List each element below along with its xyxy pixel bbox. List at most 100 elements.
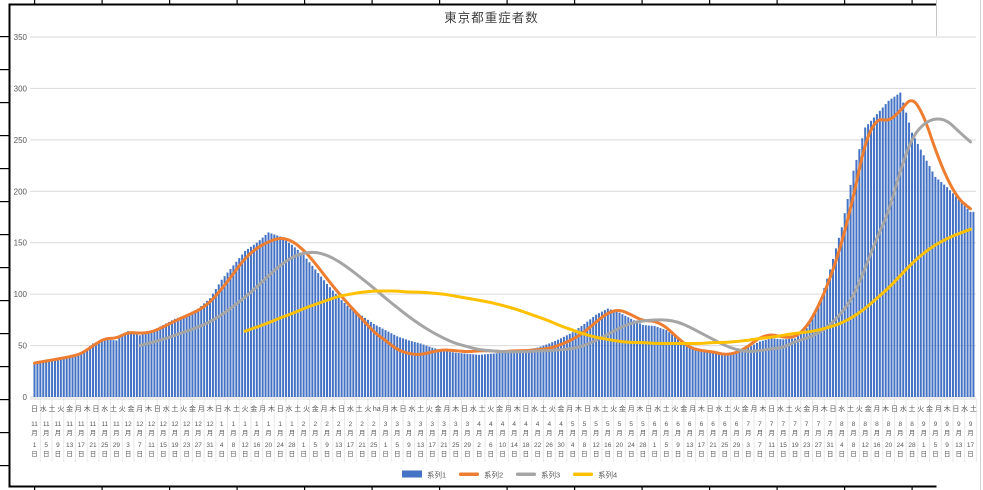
bar (861, 138, 864, 398)
day-number: 22 (534, 442, 542, 449)
month-suffix: 月 (885, 429, 892, 437)
column-tick-top (304, 0, 306, 4)
column-tick-bottom (371, 487, 373, 490)
bar (211, 293, 214, 397)
row-tick-left (0, 36, 9, 38)
month-number: 3 (407, 421, 411, 428)
month-number: 8 (887, 421, 891, 428)
weekday-label: 月 (443, 405, 450, 413)
weekday-label: 水 (163, 404, 170, 413)
weekday-label: 火 (57, 405, 64, 413)
bar (872, 117, 875, 397)
day-suffix: 日 (312, 450, 319, 458)
legend-item-2[interactable]: 系列2 (459, 470, 503, 480)
bar (638, 323, 641, 397)
month-suffix: 月 (698, 429, 705, 437)
weekday-label: 土 (847, 404, 854, 413)
day-suffix: 日 (862, 450, 869, 458)
bar (483, 354, 486, 397)
weekday-label: 土 (479, 404, 486, 413)
weekday-label: 金 (312, 404, 319, 413)
day-suffix: 日 (195, 450, 202, 458)
bar (165, 323, 168, 397)
day-suffix: 日 (523, 450, 530, 458)
bar (764, 339, 767, 397)
weekday-label: 水 (101, 404, 108, 413)
day-number: 4 (220, 442, 224, 449)
day-number: 21 (440, 442, 448, 449)
day-suffix: 日 (230, 450, 237, 458)
bar (624, 315, 627, 397)
weekday-label: 月 (75, 405, 82, 413)
weekday-label: ha (373, 406, 381, 413)
month-number: 1 (290, 421, 294, 428)
bar (150, 331, 153, 397)
day-suffix: 日 (663, 450, 670, 458)
legend-item-1[interactable]: 系列1 (402, 470, 446, 480)
bar (826, 278, 829, 397)
row-tick-left (0, 234, 9, 236)
bar (361, 315, 364, 397)
bar (352, 310, 355, 397)
month-suffix: 月 (101, 429, 108, 437)
bar (741, 350, 744, 397)
bar (369, 321, 372, 397)
bar (460, 353, 463, 397)
legend-item-3[interactable]: 系列3 (516, 470, 560, 480)
column-tick-top (506, 0, 508, 4)
weekday-label: 月 (136, 405, 143, 413)
day-suffix: 日 (722, 450, 729, 458)
day-suffix: 日 (710, 450, 717, 458)
bar (162, 325, 165, 397)
month-number: 1 (255, 421, 259, 428)
day-suffix: 日 (686, 450, 693, 458)
day-suffix: 日 (265, 450, 272, 458)
day-number: 25 (370, 442, 378, 449)
bar (770, 338, 773, 397)
weekday-label: 土 (909, 404, 916, 413)
bar (805, 328, 808, 397)
month-number: 9 (945, 421, 949, 428)
bar (305, 258, 308, 397)
month-suffix: 月 (230, 429, 237, 437)
weekday-label: 火 (733, 405, 740, 413)
bar (870, 120, 873, 397)
month-suffix: 月 (429, 429, 436, 437)
bar (124, 333, 127, 397)
bar (83, 351, 86, 397)
month-suffix: 月 (125, 429, 132, 437)
weekday-label: 土 (356, 404, 363, 413)
day-number: 11 (148, 442, 155, 449)
month-number: 8 (910, 421, 914, 428)
day-suffix: 日 (920, 450, 927, 458)
month-suffix: 月 (78, 429, 85, 437)
weekday-label: 日 (522, 405, 529, 413)
bar (185, 314, 188, 397)
bar (949, 190, 952, 397)
column-tick-top (169, 0, 171, 4)
day-suffix: 日 (417, 450, 424, 458)
bar (247, 248, 250, 397)
bar (302, 255, 305, 397)
bar (843, 213, 846, 397)
weekday-label: 土 (49, 404, 56, 413)
bar (434, 348, 437, 397)
bar (636, 321, 639, 397)
bar (135, 334, 138, 397)
bar (147, 332, 150, 397)
line-series4 (243, 227, 972, 346)
weekday-label: 月 (321, 405, 328, 413)
bar (720, 353, 723, 397)
bar (946, 187, 949, 397)
legend-item-4[interactable]: 系列4 (573, 470, 617, 480)
bar (416, 342, 419, 397)
weekday-label: 木 (759, 404, 766, 413)
bar (560, 338, 562, 397)
bar (846, 199, 849, 397)
line-series3 (138, 117, 972, 354)
day-suffix: 日 (803, 450, 810, 458)
day-number: 16 (873, 442, 881, 449)
